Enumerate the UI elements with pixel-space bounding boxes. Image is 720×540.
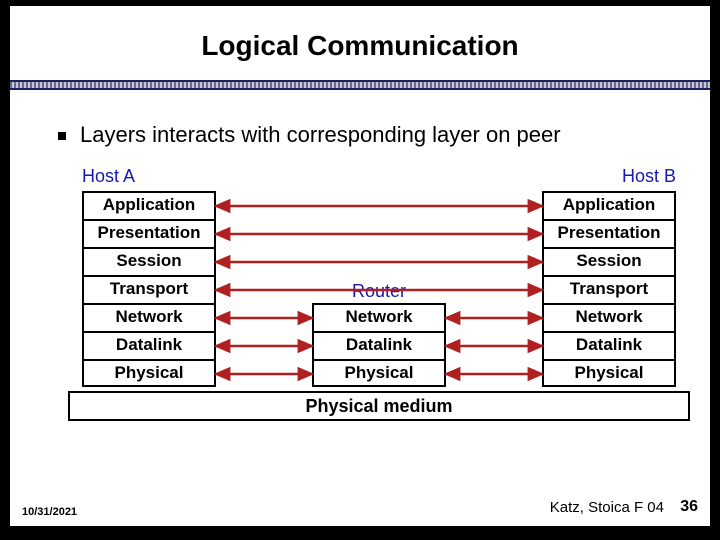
router-label: Router <box>352 281 406 302</box>
layer-diagram: ApplicationPresentationSessionTransportN… <box>82 191 676 435</box>
router-stack: NetworkDatalinkPhysical <box>312 303 446 387</box>
host-a-stack: ApplicationPresentationSessionTransportN… <box>82 191 216 387</box>
layer-datalink: Datalink <box>312 331 446 359</box>
layer-presentation: Presentation <box>82 219 216 247</box>
footer-credit: Katz, Stoica F 04 <box>550 499 664 516</box>
bullet-text: Layers interacts with corresponding laye… <box>80 122 561 148</box>
layer-physical: Physical <box>542 359 676 387</box>
layer-datalink: Datalink <box>542 331 676 359</box>
title-bar <box>10 80 710 90</box>
bullet-icon <box>58 132 66 140</box>
layer-transport: Transport <box>82 275 216 303</box>
layer-physical: Physical <box>82 359 216 387</box>
page-title: Logical Communication <box>10 6 710 62</box>
physical-medium: Physical medium <box>68 391 690 421</box>
layer-network: Network <box>82 303 216 331</box>
layer-transport: Transport <box>542 275 676 303</box>
layer-session: Session <box>542 247 676 275</box>
footer-date: 10/31/2021 <box>22 506 77 518</box>
host-b-label: Host B <box>622 166 676 187</box>
layer-network: Network <box>542 303 676 331</box>
layer-application: Application <box>542 191 676 219</box>
footer-page: 36 <box>680 498 698 516</box>
layer-presentation: Presentation <box>542 219 676 247</box>
layer-network: Network <box>312 303 446 331</box>
layer-datalink: Datalink <box>82 331 216 359</box>
host-b-stack: ApplicationPresentationSessionTransportN… <box>542 191 676 387</box>
host-a-label: Host A <box>82 166 135 187</box>
layer-physical: Physical <box>312 359 446 387</box>
layer-application: Application <box>82 191 216 219</box>
bullet-row: Layers interacts with corresponding laye… <box>58 122 710 148</box>
layer-session: Session <box>82 247 216 275</box>
